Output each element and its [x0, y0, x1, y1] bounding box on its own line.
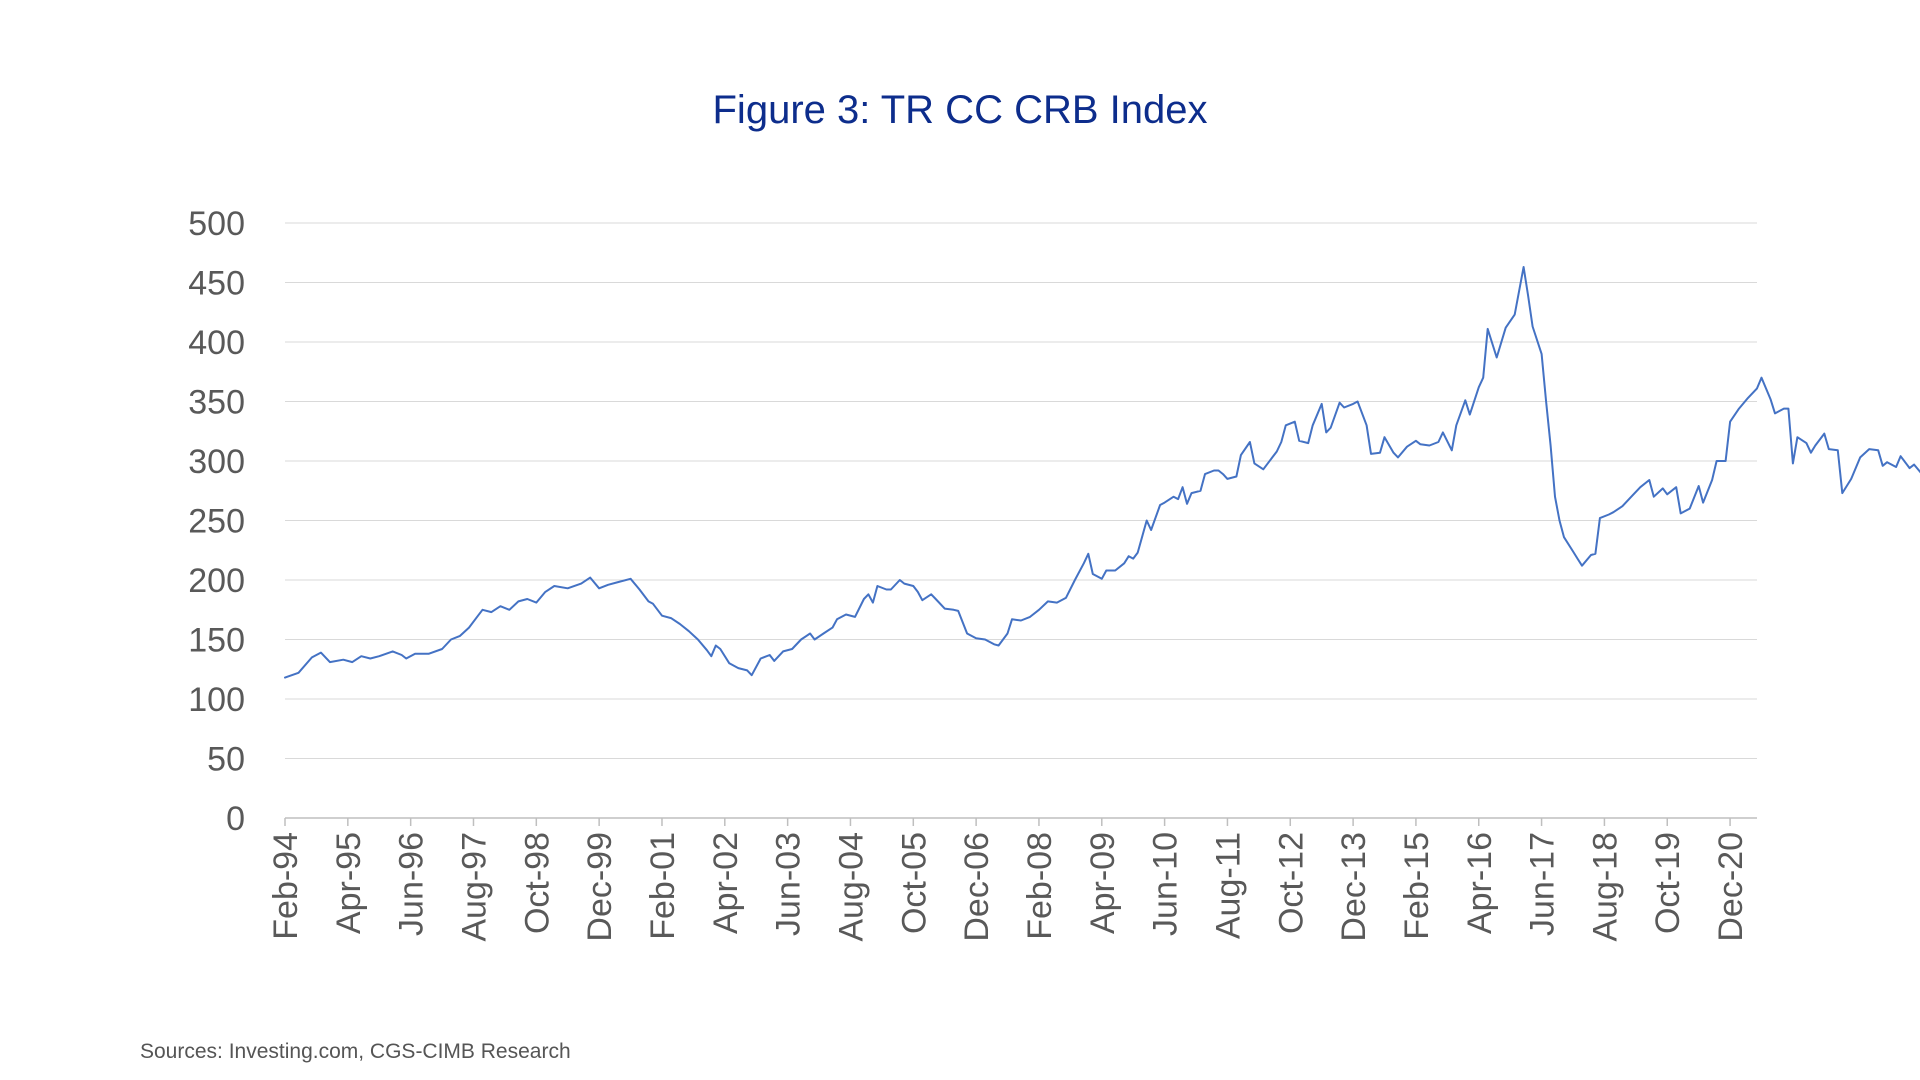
y-tick-label: 450 [188, 265, 245, 303]
y-tick-label: 350 [188, 384, 245, 422]
gridlines [285, 222, 1757, 759]
x-tick-label: Dec-13 [1335, 832, 1373, 942]
x-tick-label: Apr-16 [1461, 832, 1499, 934]
x-tick-label: Jun-10 [1147, 832, 1185, 936]
y-tick-label: 0 [226, 800, 245, 838]
x-axis: Feb-94 Apr-95 Jun-96 Aug-97 Oct-98 Dec-99 Feb-… [267, 817, 1757, 942]
x-tick-label: Dec-20 [1712, 832, 1750, 942]
x-tick-label: Dec-99 [581, 832, 619, 942]
source-note: Sources: Investing.com, CGS-CIMB Researc… [140, 1040, 571, 1063]
series-line-crb-index [284, 266, 1920, 679]
y-tick-label: 150 [188, 622, 245, 660]
x-tick-label: Feb-15 [1398, 832, 1436, 940]
y-tick-label: 500 [188, 205, 245, 243]
x-tick-label: Oct-98 [518, 832, 556, 934]
x-tick-label: Apr-02 [707, 832, 745, 934]
x-tick-label: Aug-97 [455, 832, 493, 942]
x-tick-label: Aug-11 [1209, 832, 1247, 939]
y-axis: 0 50 100 150 200 250 300 350 400 450 500 [188, 205, 245, 838]
x-tick-label: Aug-18 [1586, 832, 1624, 942]
x-tick-label: Dec-06 [958, 832, 996, 942]
y-tick-label: 200 [188, 562, 245, 600]
x-tick-label: Feb-01 [644, 832, 682, 940]
x-tick-label: Jun-03 [770, 832, 808, 936]
y-tick-label: 250 [188, 503, 245, 541]
x-tick-label: Feb-94 [267, 832, 305, 940]
x-tick-label: Apr-09 [1084, 832, 1122, 934]
x-tick-label: Oct-05 [895, 832, 933, 934]
x-tick-label: Oct-19 [1649, 832, 1687, 934]
y-tick-label: 300 [188, 443, 245, 481]
x-tick-label: Jun-96 [393, 832, 431, 936]
y-tick-label: 50 [207, 741, 245, 779]
y-tick-label: 400 [188, 324, 245, 362]
x-tick-label: Apr-95 [330, 832, 368, 934]
x-tick-label: Oct-12 [1272, 832, 1310, 934]
chart-title: Figure 3: TR CC CRB Index [712, 88, 1208, 132]
x-tick-label: Feb-08 [1021, 832, 1059, 940]
x-tick-label: Aug-04 [832, 832, 870, 942]
x-tick-label: Jun-17 [1524, 832, 1562, 936]
y-tick-label: 100 [188, 681, 245, 719]
